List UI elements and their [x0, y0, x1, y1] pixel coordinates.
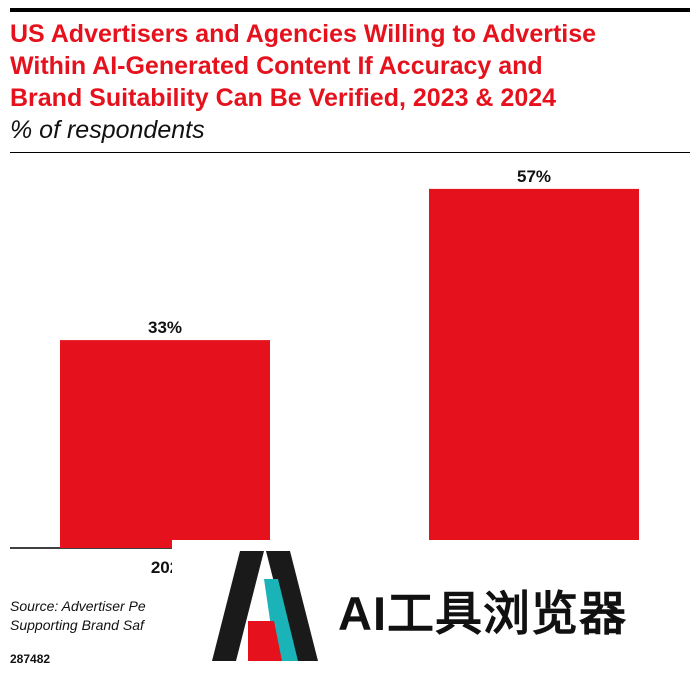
source-note: Source: Advertiser Pe Supporting Brand S…: [10, 597, 146, 635]
watermark-text: AI工具浏览器: [338, 587, 627, 640]
top-rule: [10, 8, 690, 12]
chart-title-line-3: Brand Suitability Can Be Verified, 2023 …: [10, 84, 557, 112]
header-divider: [10, 152, 690, 153]
chart-title-line-2: Within AI-Generated Content If Accuracy …: [10, 52, 543, 80]
data-label-2024: 57%: [517, 167, 551, 186]
watermark-logo-icon: [212, 551, 318, 661]
data-label-2023: 33%: [148, 318, 182, 337]
chart-subtitle: % of respondents: [10, 116, 205, 144]
chart-title-line-1: US Advertisers and Agencies Willing to A…: [10, 20, 597, 48]
source-line-1: Source: Advertiser Pe: [10, 598, 146, 614]
chart-id: 287482: [10, 652, 51, 666]
source-line-2: Supporting Brand Saf: [10, 617, 144, 633]
bar-2023: [60, 340, 270, 548]
bar-2024: [429, 188, 639, 548]
chart-title: US Advertisers and Agencies Willing to A…: [10, 18, 690, 114]
